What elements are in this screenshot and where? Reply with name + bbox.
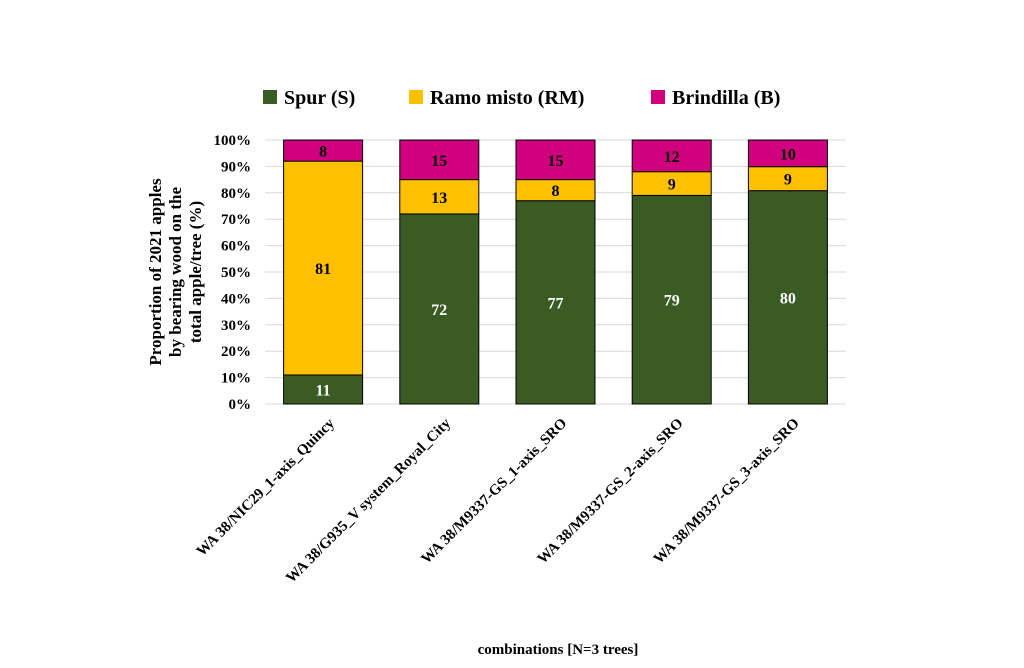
data-label: 72 <box>431 302 447 319</box>
bar-segment <box>283 160 364 376</box>
data-label: 8 <box>319 144 327 161</box>
y-tick-label: 80% <box>221 186 251 202</box>
bar-segment <box>399 179 480 215</box>
y-axis-title: Proportion of 2021 applesby bearing wood… <box>146 178 205 366</box>
legend-label: Ramo misto (RM) <box>430 87 584 109</box>
legend: Spur (S) Ramo misto (RM) Brindilla (B) <box>263 87 780 109</box>
bar-segment <box>747 190 828 405</box>
bar-segment <box>283 374 364 405</box>
data-label: 81 <box>315 261 331 278</box>
data-label: 80 <box>780 290 796 307</box>
y-tick-label: 10% <box>221 371 251 387</box>
legend-label: Spur (S) <box>284 87 355 109</box>
legend-swatch <box>263 90 277 104</box>
x-tick-label: WA 38/NIC29_1-axis_Quincy <box>194 415 339 560</box>
y-tick-label: 90% <box>221 159 251 175</box>
data-label: 13 <box>431 190 447 207</box>
bar-segment <box>631 194 712 405</box>
y-tick-label: 0% <box>229 397 252 413</box>
data-label: 15 <box>431 153 447 170</box>
data-label: 12 <box>664 149 680 166</box>
y-tick-label: 20% <box>221 344 251 360</box>
data-label: 9 <box>668 177 676 194</box>
data-label: 8 <box>552 183 560 200</box>
data-label: 9 <box>784 172 792 189</box>
y-tick-label: 100% <box>214 133 252 149</box>
data-label: 79 <box>664 293 680 310</box>
y-tick-label: 60% <box>221 239 251 255</box>
data-label: 15 <box>548 153 564 170</box>
y-axis: 0% 10% 20% 30% 40% 50% 60% 70% 80% 90% 100% <box>214 133 252 413</box>
bar-segment <box>515 139 596 181</box>
bar-segment <box>747 139 828 168</box>
data-label: 10 <box>780 146 796 163</box>
y-axis-title-line: by bearing wood on the <box>166 187 185 357</box>
y-axis-title-line: total apple/tree (%) <box>186 201 205 343</box>
data-label: 77 <box>548 295 564 312</box>
bar-segment <box>399 139 480 181</box>
bars <box>283 139 828 405</box>
y-tick-label: 50% <box>221 265 251 281</box>
legend-swatch <box>651 90 665 104</box>
y-axis-title-line: Proportion of 2021 apples <box>146 178 165 366</box>
y-tick-label: 70% <box>221 212 251 228</box>
bar-segment <box>283 139 364 162</box>
bar-segment <box>747 166 828 192</box>
y-tick-label: 30% <box>221 318 251 334</box>
legend-label: Brindilla (B) <box>672 87 780 109</box>
bar-segment <box>631 139 712 173</box>
bar-segment <box>515 200 596 405</box>
bar-labels: 11 81 8 72 13 15 77 8 15 79 9 12 80 9 10 <box>315 144 796 400</box>
data-label: 11 <box>316 382 331 399</box>
x-axis-title: combinations [N=3 trees] <box>478 642 639 658</box>
bar-segment <box>399 213 480 405</box>
y-tick-label: 40% <box>221 291 251 307</box>
legend-swatch <box>409 90 423 104</box>
